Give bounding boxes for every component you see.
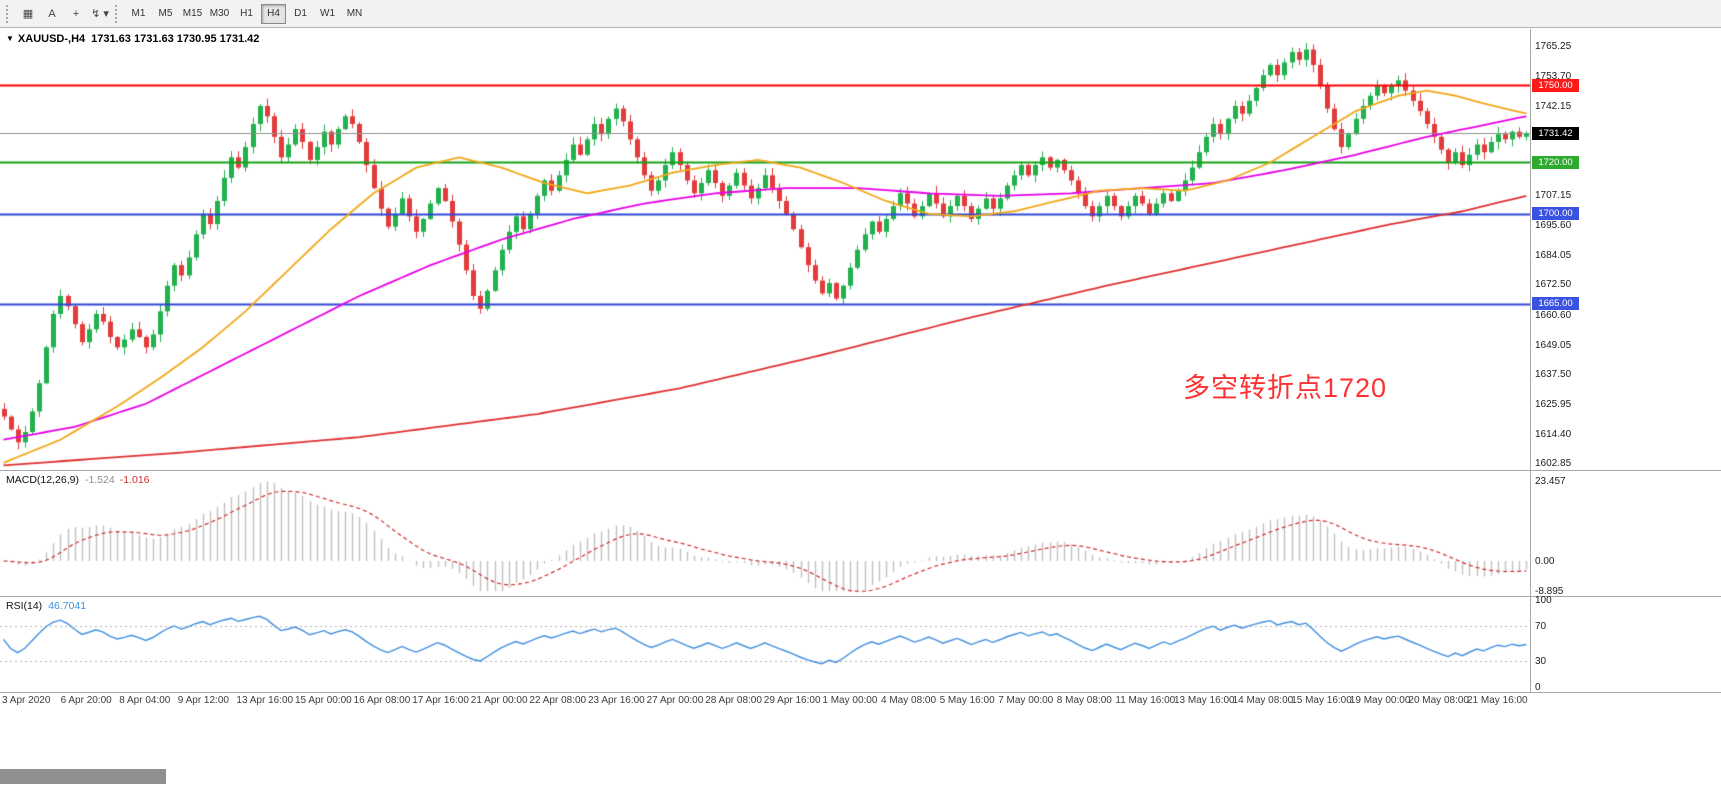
price-axis-label: 1602.85 <box>1535 458 1572 470</box>
time-axis-label: 9 Apr 12:00 <box>177 695 229 706</box>
bottom-taskbar-fragment <box>0 769 166 784</box>
price-axis-label: 1742.15 <box>1535 100 1572 112</box>
time-axis-label: 22 Apr 08:00 <box>529 695 587 706</box>
rsi-panel-canvas[interactable] <box>0 597 1530 692</box>
main-chart-canvas[interactable] <box>0 29 1530 470</box>
time-axis-label: 29 Apr 16:00 <box>763 695 821 706</box>
price-badge: 1700.00 <box>1532 207 1579 221</box>
rsi-value: 46.7041 <box>48 600 87 612</box>
time-axis-label: 3 Apr 2020 <box>2 695 51 706</box>
timeframe-button-d1[interactable]: D1 <box>288 4 313 24</box>
panel-splitter[interactable] <box>0 596 1721 597</box>
price-axis-label: 1753.70 <box>1535 70 1572 82</box>
time-axis-label: 15 Apr 00:00 <box>295 695 352 706</box>
price-badge: 1665.00 <box>1532 297 1579 311</box>
price-axis-label: 1684.05 <box>1535 249 1572 261</box>
time-axis-label: 23 Apr 16:00 <box>588 695 645 706</box>
toolbar-grip[interactable] <box>115 4 119 23</box>
macd-axis-label: -8.895 <box>1535 586 1564 598</box>
collapse-arrow-icon[interactable]: ▼ <box>6 34 14 43</box>
price-axis-label: 1765.25 <box>1535 41 1572 53</box>
macd-panel-canvas[interactable] <box>0 471 1530 596</box>
time-axis-label: 17 Apr 16:00 <box>412 695 469 706</box>
toolbar-grip[interactable] <box>6 4 10 23</box>
macd-name: MACD(12,26,9) <box>6 474 79 486</box>
price-badge: 1720.00 <box>1532 155 1579 169</box>
toolbar-icon-group: ▦ A + ↯ ▾ <box>16 4 112 24</box>
price-axis-label: 1649.05 <box>1535 339 1572 351</box>
timeframe-button-h1[interactable]: H1 <box>234 4 259 24</box>
rsi-axis-label: 100 <box>1535 595 1552 607</box>
quick-action-icon[interactable]: ↯ ▾ <box>89 4 111 24</box>
time-axis-label: 5 May 16:00 <box>939 695 995 706</box>
time-axis-label: 16 Apr 08:00 <box>353 695 411 706</box>
ohlc-values: 1731.63 1731.63 1730.95 1731.42 <box>91 33 260 45</box>
time-axis-label: 21 Apr 00:00 <box>470 695 528 706</box>
macd-axis-label: 0.00 <box>1535 556 1555 567</box>
rsi-indicator-label: RSI(14) 46.7041 <box>6 600 86 612</box>
timeframe-button-m15[interactable]: M15 <box>180 4 205 24</box>
price-badge: 1750.00 <box>1532 78 1579 92</box>
time-axis-label: 21 May 16:00 <box>1467 695 1528 706</box>
timeframe-group: M1 M5 M15 M30 H1 H4 D1 W1 MN <box>125 3 368 24</box>
time-axis-label: 4 May 08:00 <box>881 695 937 706</box>
price-axis-label: 1672.50 <box>1535 279 1572 291</box>
timeframe-button-h4[interactable]: H4 <box>261 3 286 24</box>
rsi-axis-label: 70 <box>1535 621 1547 633</box>
macd-main-value: -1.524 <box>84 474 115 486</box>
timeframe-button-m5[interactable]: M5 <box>153 4 178 24</box>
time-axis-label: 11 May 16:00 <box>1115 695 1176 706</box>
price-axis-label: 1695.60 <box>1535 220 1572 232</box>
rsi-name: RSI(14) <box>6 600 43 612</box>
chart-text-annotation: 多空转折点1720 <box>1183 373 1388 403</box>
time-axis-label: 14 May 08:00 <box>1232 695 1294 706</box>
time-axis-label: 28 Apr 08:00 <box>705 695 762 706</box>
timeframe-button-w1[interactable]: W1 <box>315 4 340 24</box>
time-axis-label: 6 Apr 20:00 <box>60 695 112 706</box>
crosshair-icon[interactable]: + <box>65 4 87 24</box>
symbol-period-label: XAUUSD-,H4 <box>17 33 86 45</box>
timeframe-button-m30[interactable]: M30 <box>207 4 232 24</box>
rsi-axis-label: 30 <box>1535 655 1547 667</box>
price-axis-label: 1707.15 <box>1535 190 1572 202</box>
time-axis-label: 15 May 16:00 <box>1291 695 1352 706</box>
time-axis-label: 8 May 08:00 <box>1056 695 1112 706</box>
timeframe-button-mn[interactable]: MN <box>342 4 367 24</box>
text-tool-icon[interactable]: A <box>41 4 63 24</box>
panel-splitter[interactable] <box>0 692 1721 693</box>
top-toolbar: ▦ A + ↯ ▾ M1 M5 M15 M30 H1 H4 D1 W1 MN <box>0 0 1721 28</box>
price-axis-label: 1660.60 <box>1535 309 1572 321</box>
time-axis-label: 1 May 00:00 <box>822 695 878 706</box>
time-axis-label: 13 May 16:00 <box>1174 695 1235 706</box>
timeframe-button-m1[interactable]: M1 <box>126 4 151 24</box>
panel-splitter[interactable] <box>0 470 1721 471</box>
price-axis-label: 1614.40 <box>1535 428 1572 440</box>
time-axis-label: 20 May 08:00 <box>1408 695 1469 706</box>
price-axis-label: 1637.50 <box>1535 369 1572 381</box>
price-badge: 1731.42 <box>1532 126 1579 140</box>
price-axis-label: 1625.95 <box>1535 398 1572 410</box>
macd-indicator-label: MACD(12,26,9) -1.524 -1.016 <box>6 474 150 486</box>
chart-grid-icon[interactable]: ▦ <box>17 4 39 24</box>
time-axis-label: 7 May 00:00 <box>998 695 1054 706</box>
rsi-axis-label: 0 <box>1535 681 1541 693</box>
time-axis-label: 19 May 00:00 <box>1349 695 1411 706</box>
time-axis-label: 13 Apr 16:00 <box>236 695 294 706</box>
macd-signal-value: -1.016 <box>119 474 150 486</box>
price-axis-divider <box>1530 29 1531 693</box>
time-axis-label: 8 Apr 04:00 <box>119 695 171 706</box>
chart-title: ▼ XAUUSD-,H4 1731.63 1731.63 1730.95 1731.… <box>6 33 259 45</box>
macd-axis-label: 23.457 <box>1535 476 1566 488</box>
time-axis-label: 27 Apr 00:00 <box>646 695 704 706</box>
